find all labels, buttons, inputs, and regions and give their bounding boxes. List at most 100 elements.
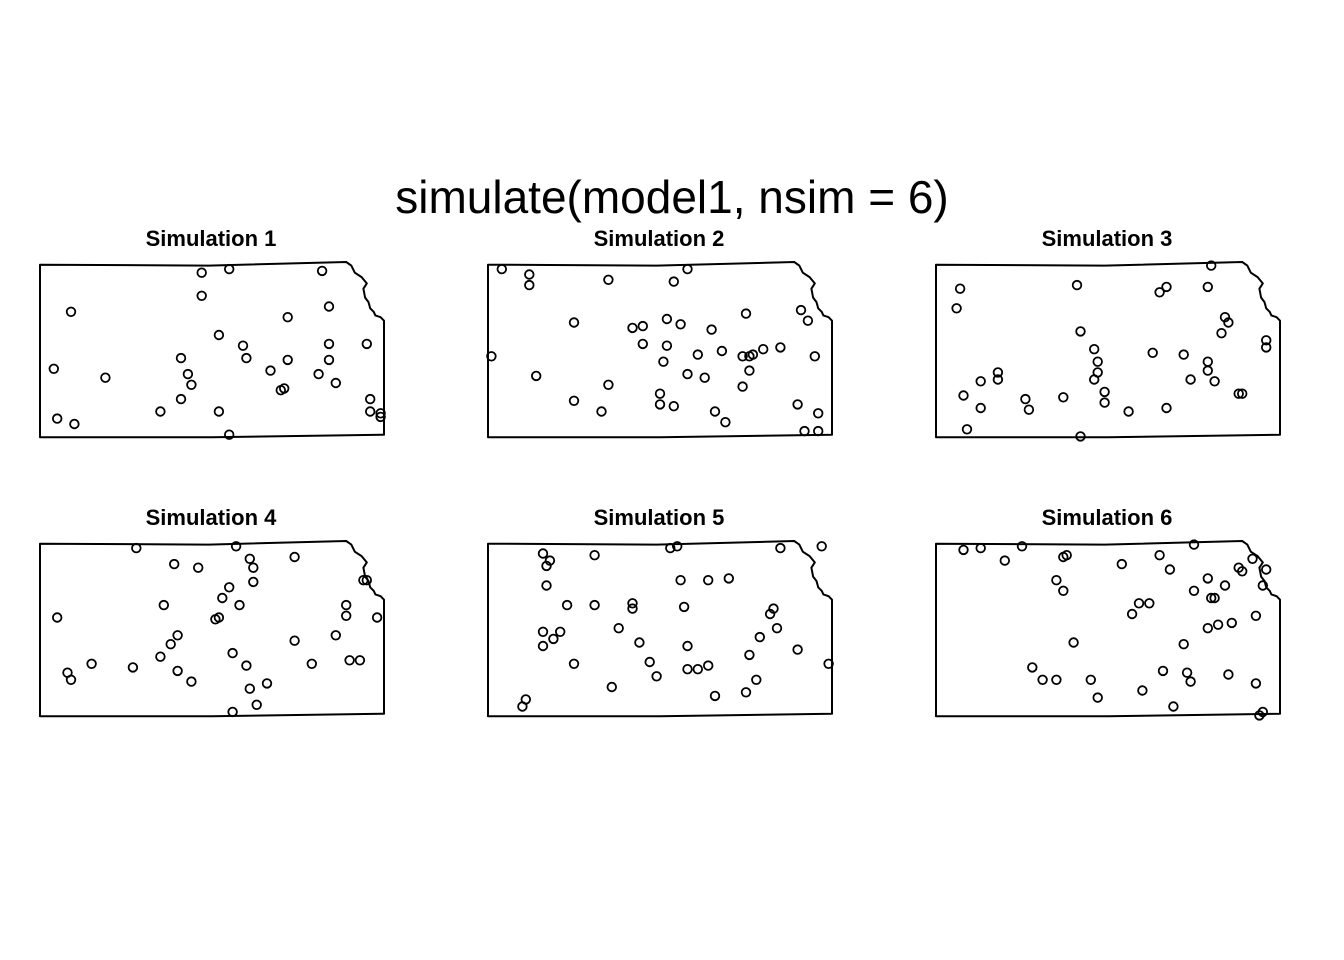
panel-1 [39, 261, 386, 440]
data-point [703, 575, 714, 586]
data-point [637, 338, 649, 350]
data-point [654, 388, 666, 399]
data-point [606, 681, 618, 693]
data-point [775, 342, 786, 353]
data-point [661, 340, 673, 351]
data-point [155, 406, 166, 417]
data-point [699, 372, 710, 383]
data-point [744, 365, 755, 376]
data-point [668, 401, 680, 412]
data-point [823, 658, 834, 670]
data-point [1088, 344, 1100, 355]
data-point [496, 263, 508, 275]
data-point [627, 598, 638, 609]
data-point [65, 674, 77, 686]
data-point [358, 575, 369, 586]
data-point [1027, 662, 1038, 673]
kansas-outline [39, 261, 385, 439]
data-point [544, 555, 556, 566]
data-point [371, 612, 383, 623]
data-point [1223, 317, 1234, 328]
data-point [213, 612, 225, 623]
panel-title-1: Simulation 1 [145, 226, 277, 251]
data-point [723, 573, 735, 584]
data-point [1202, 281, 1214, 293]
data-point [196, 290, 207, 302]
chart-title: simulate(model1, nsim = 6) [395, 171, 949, 223]
data-point [1233, 388, 1244, 399]
data-point [596, 406, 607, 417]
data-point [1023, 404, 1035, 415]
data-point [706, 324, 717, 335]
data-point [589, 599, 600, 611]
data-point [665, 542, 676, 554]
data-point [771, 623, 783, 634]
data-point [1144, 598, 1155, 609]
data-point [1257, 580, 1269, 591]
data-point [1075, 431, 1086, 442]
data-point [992, 367, 1004, 378]
data-point [172, 665, 183, 677]
data-point [1205, 260, 1217, 271]
data-point [234, 599, 245, 611]
data-point [223, 263, 235, 275]
data-point [961, 424, 973, 435]
data-point [561, 599, 573, 611]
data-point [975, 542, 986, 554]
data-point [709, 406, 721, 417]
data-point [675, 319, 686, 330]
panel-3 [935, 260, 1281, 442]
data-point [127, 662, 139, 673]
data-point [261, 678, 273, 689]
data-point [1260, 342, 1272, 353]
data-point [1202, 356, 1214, 367]
data-point [1202, 623, 1214, 634]
data-point [1247, 553, 1258, 565]
data-point [613, 623, 624, 634]
data-point [768, 603, 779, 614]
data-point [217, 592, 228, 604]
data-point [341, 599, 352, 611]
data-point [223, 582, 235, 593]
data-point [1020, 393, 1031, 405]
data-point [1085, 674, 1097, 686]
data-point [175, 352, 187, 364]
data-point [1051, 674, 1062, 686]
data-point [323, 338, 335, 350]
data-point [758, 344, 769, 355]
data-point [603, 274, 614, 286]
data-point [196, 267, 207, 278]
panel-4 [39, 540, 385, 718]
data-point [52, 612, 63, 623]
data-point [682, 368, 693, 380]
data-point [775, 542, 786, 554]
data-point [678, 601, 690, 613]
data-point [1116, 558, 1128, 570]
data-point [313, 368, 324, 380]
data-point [716, 345, 728, 357]
data-point [682, 664, 693, 675]
kansas-outline [487, 540, 833, 718]
data-point [361, 338, 373, 350]
data-point [751, 674, 762, 686]
data-point [48, 363, 60, 375]
data-point [375, 411, 386, 423]
data-point [1099, 386, 1110, 398]
data-point [168, 558, 180, 570]
panel-5 [487, 540, 834, 718]
panel-title-5: Simulation 5 [593, 505, 725, 530]
data-point [754, 631, 766, 643]
data-point [1164, 564, 1176, 575]
kansas-outline [935, 540, 1281, 718]
data-point [1236, 566, 1248, 577]
data-point [52, 413, 63, 424]
data-point [672, 541, 683, 552]
data-point [1123, 406, 1134, 417]
data-point [182, 368, 194, 380]
data-point [1250, 610, 1262, 622]
data-point [1137, 685, 1148, 696]
data-point [954, 283, 966, 294]
data-point [1185, 374, 1196, 385]
data-point [1126, 608, 1138, 620]
data-point [1205, 592, 1217, 604]
